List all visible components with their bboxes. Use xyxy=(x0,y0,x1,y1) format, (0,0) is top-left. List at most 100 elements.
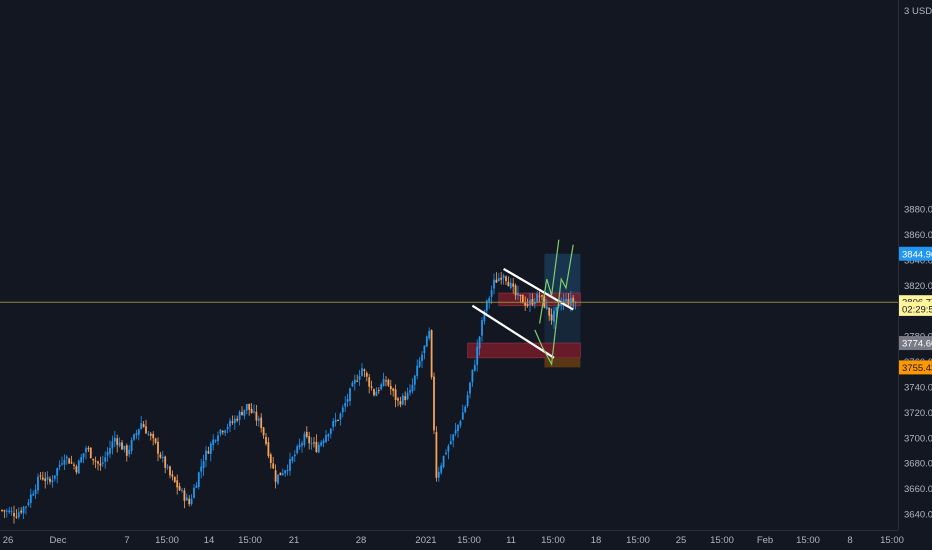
candle-body xyxy=(365,372,368,377)
candle-body xyxy=(289,459,291,471)
candlestick-series[interactable] xyxy=(1,271,577,524)
candle-body xyxy=(13,512,15,517)
x-tick-label: 14 xyxy=(204,535,215,546)
candle-body xyxy=(497,278,500,282)
projection-path-short[interactable] xyxy=(539,239,560,324)
candle-body xyxy=(327,433,330,437)
candle-body xyxy=(437,471,440,478)
candle-body xyxy=(17,512,20,518)
candle-body xyxy=(334,419,337,423)
price-badge-background xyxy=(899,246,932,261)
candle-body xyxy=(560,304,563,306)
candle-body xyxy=(548,307,551,316)
candle-body xyxy=(221,431,224,433)
candle-body xyxy=(109,448,111,454)
x-tick-label: 11 xyxy=(506,535,516,546)
candle-body xyxy=(121,442,123,450)
price-scale-background[interactable] xyxy=(898,0,932,530)
candle-body xyxy=(454,429,457,434)
candle-body xyxy=(183,490,186,501)
candle-body xyxy=(27,502,30,505)
channel-upper-trendline[interactable] xyxy=(503,267,574,311)
y-tick-label: 3740.00 xyxy=(904,383,932,394)
candle-body xyxy=(140,422,143,429)
candle-body xyxy=(397,398,399,401)
x-tick-label: 15:00 xyxy=(238,535,262,546)
projection-path-long[interactable] xyxy=(534,244,574,367)
candle-body xyxy=(229,420,231,427)
candle-body xyxy=(224,430,227,433)
candle-body xyxy=(349,388,351,401)
candle-body xyxy=(8,510,11,513)
candle-body xyxy=(353,379,356,384)
candle-body xyxy=(133,434,135,440)
candle-body xyxy=(572,297,575,303)
candle-body xyxy=(274,470,277,482)
candle-body xyxy=(447,445,450,452)
x-tick-label: 15:00 xyxy=(155,535,179,546)
candle-body xyxy=(15,516,18,518)
candle-body xyxy=(500,277,503,280)
candle-body xyxy=(452,434,455,441)
candle-body xyxy=(356,380,359,382)
long-position-body-zone[interactable] xyxy=(544,302,581,344)
candle-body xyxy=(118,442,121,447)
candle-body xyxy=(358,376,361,380)
candle-body xyxy=(106,452,109,456)
candle-body xyxy=(253,411,255,413)
candle-body xyxy=(488,298,491,303)
candle-body xyxy=(370,386,373,388)
candle-body xyxy=(56,468,59,476)
candle-body xyxy=(394,389,397,400)
time-scale-background[interactable] xyxy=(0,530,932,550)
supply-demand-zone[interactable] xyxy=(467,342,581,359)
candle-body xyxy=(279,472,282,476)
candle-body xyxy=(385,380,387,382)
candle-body xyxy=(82,453,85,458)
candle-body xyxy=(161,456,164,458)
candle-body xyxy=(89,447,92,459)
candle-body xyxy=(389,385,392,390)
candle-body xyxy=(538,295,541,297)
candle-body xyxy=(209,443,212,454)
candle-body xyxy=(157,441,159,454)
x-tick-label: 2021 xyxy=(415,535,436,546)
candle-body xyxy=(267,442,270,457)
candle-body xyxy=(176,480,179,488)
candle-body xyxy=(495,279,498,283)
stop-loss-zone[interactable] xyxy=(544,357,581,368)
candle-body xyxy=(466,395,469,407)
candle-body xyxy=(39,475,42,477)
drawing-tools[interactable] xyxy=(471,239,574,367)
candle-body xyxy=(130,439,133,451)
candle-body xyxy=(442,455,445,467)
candle-body xyxy=(483,311,486,322)
candle-body xyxy=(22,506,25,514)
candle-body xyxy=(315,441,318,453)
candle-body xyxy=(173,476,176,482)
candle-body xyxy=(459,421,462,426)
candle-body xyxy=(313,442,315,444)
x-tick-label: 15:00 xyxy=(626,535,650,546)
candle-body xyxy=(152,434,155,439)
candle-body xyxy=(51,480,54,483)
candle-body xyxy=(101,462,104,464)
candle-body xyxy=(471,369,474,383)
candle-body xyxy=(85,448,87,453)
candle-body xyxy=(116,438,119,445)
candle-body xyxy=(248,403,251,410)
channel-lower-trendline[interactable] xyxy=(471,304,555,359)
candle-body xyxy=(346,399,349,402)
candle-body xyxy=(303,433,306,445)
candle-body xyxy=(154,438,157,443)
candle-body xyxy=(159,454,162,458)
candle-body xyxy=(519,294,522,297)
candle-body xyxy=(277,474,279,484)
candle-body xyxy=(509,282,512,288)
x-tick-label: 21 xyxy=(289,535,300,546)
candle-body xyxy=(63,459,66,465)
candle-body xyxy=(406,392,409,400)
candle-body xyxy=(490,290,493,297)
